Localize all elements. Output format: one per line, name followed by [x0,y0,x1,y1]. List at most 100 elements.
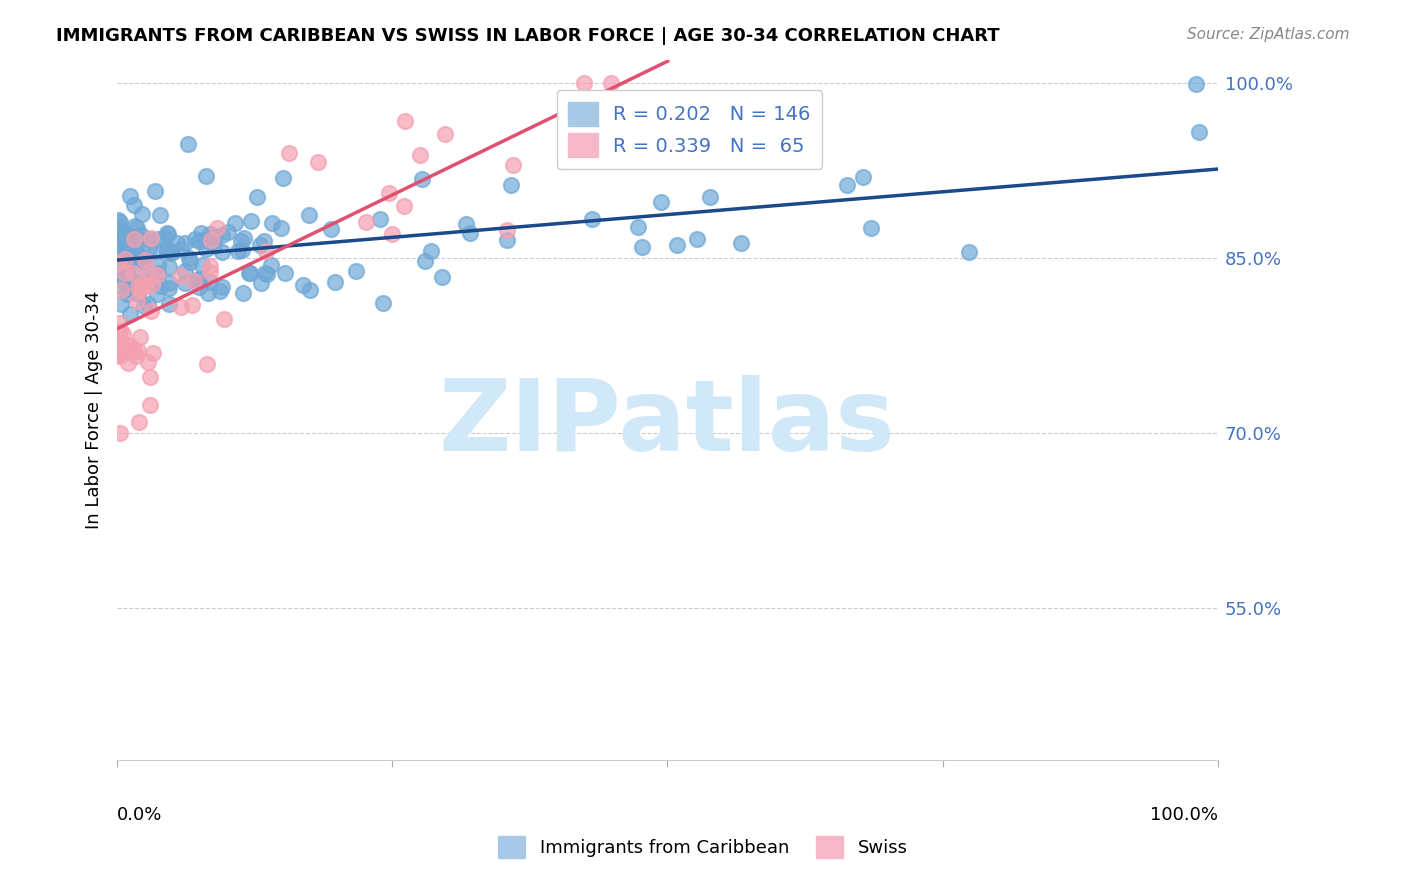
Point [108,215,131,229]
Point [368,212,391,227]
Point [108,425,131,440]
Point [131,227,153,242]
Point [371,296,394,310]
Point [381,227,404,241]
Point [211,227,233,242]
Point [837,178,859,193]
Point [195,242,218,256]
Point [239,213,262,227]
Point [143,184,166,198]
Point [107,343,129,357]
Point [132,250,155,264]
Point [156,227,179,242]
Point [226,244,249,259]
Point [699,190,721,204]
Point [411,172,433,186]
Point [250,276,273,290]
Point [298,283,321,297]
Point [153,230,176,244]
Point [730,235,752,250]
Point [132,277,155,291]
Point [233,230,256,244]
Point [627,220,650,235]
Point [112,273,135,287]
Point [120,339,142,353]
Point [110,348,132,362]
Point [114,260,136,275]
Point [117,230,139,244]
Point [117,282,139,296]
Point [278,146,301,161]
Point [211,245,233,260]
Point [454,217,477,231]
Point [112,228,135,243]
Point [198,265,221,279]
Point [177,251,200,265]
Point [499,178,522,192]
Point [117,247,139,261]
Text: Source: ZipAtlas.com: Source: ZipAtlas.com [1187,27,1350,42]
Point [131,207,153,221]
Point [254,244,277,258]
Point [136,297,159,311]
Point [107,212,129,227]
Point [188,272,211,286]
Point [142,346,165,360]
Point [200,234,222,248]
Point [160,245,183,260]
Point [114,266,136,280]
Point [155,244,177,258]
Point [107,316,129,330]
Point [197,286,219,301]
Point [229,234,252,248]
Point [138,242,160,256]
Point [111,244,134,259]
Point [650,195,672,210]
Point [136,354,159,368]
Point [117,356,139,370]
Point [127,344,149,359]
Point [118,229,141,244]
Point [957,245,980,260]
Point [204,230,226,244]
Point [110,219,132,234]
Point [419,244,441,258]
Text: ZIPatlas: ZIPatlas [439,376,896,472]
Point [187,234,209,248]
Point [128,415,150,429]
Point [686,231,709,245]
Point [378,186,401,200]
Point [852,170,875,185]
Point [138,370,160,384]
Point [259,258,281,272]
Point [132,299,155,313]
Point [146,287,169,301]
Point [392,199,415,213]
Point [149,209,172,223]
Point [214,312,236,326]
Point [202,239,225,253]
Legend: Immigrants from Caribbean, Swiss: Immigrants from Caribbean, Swiss [491,829,915,865]
Point [139,398,162,412]
Point [146,266,169,280]
Point [184,232,207,246]
Point [125,279,148,293]
Point [298,208,321,222]
Point [122,198,145,212]
Point [128,330,150,344]
Point [183,274,205,288]
Point [160,245,183,260]
Point [253,266,276,280]
Point [174,276,197,290]
Point [139,274,162,288]
Point [115,254,138,268]
Point [114,239,136,253]
Point [117,242,139,256]
Point [193,233,215,247]
Point [138,265,160,279]
Point [434,127,457,141]
Point [108,279,131,293]
Point [665,238,688,252]
Point [187,279,209,293]
Point [124,252,146,266]
